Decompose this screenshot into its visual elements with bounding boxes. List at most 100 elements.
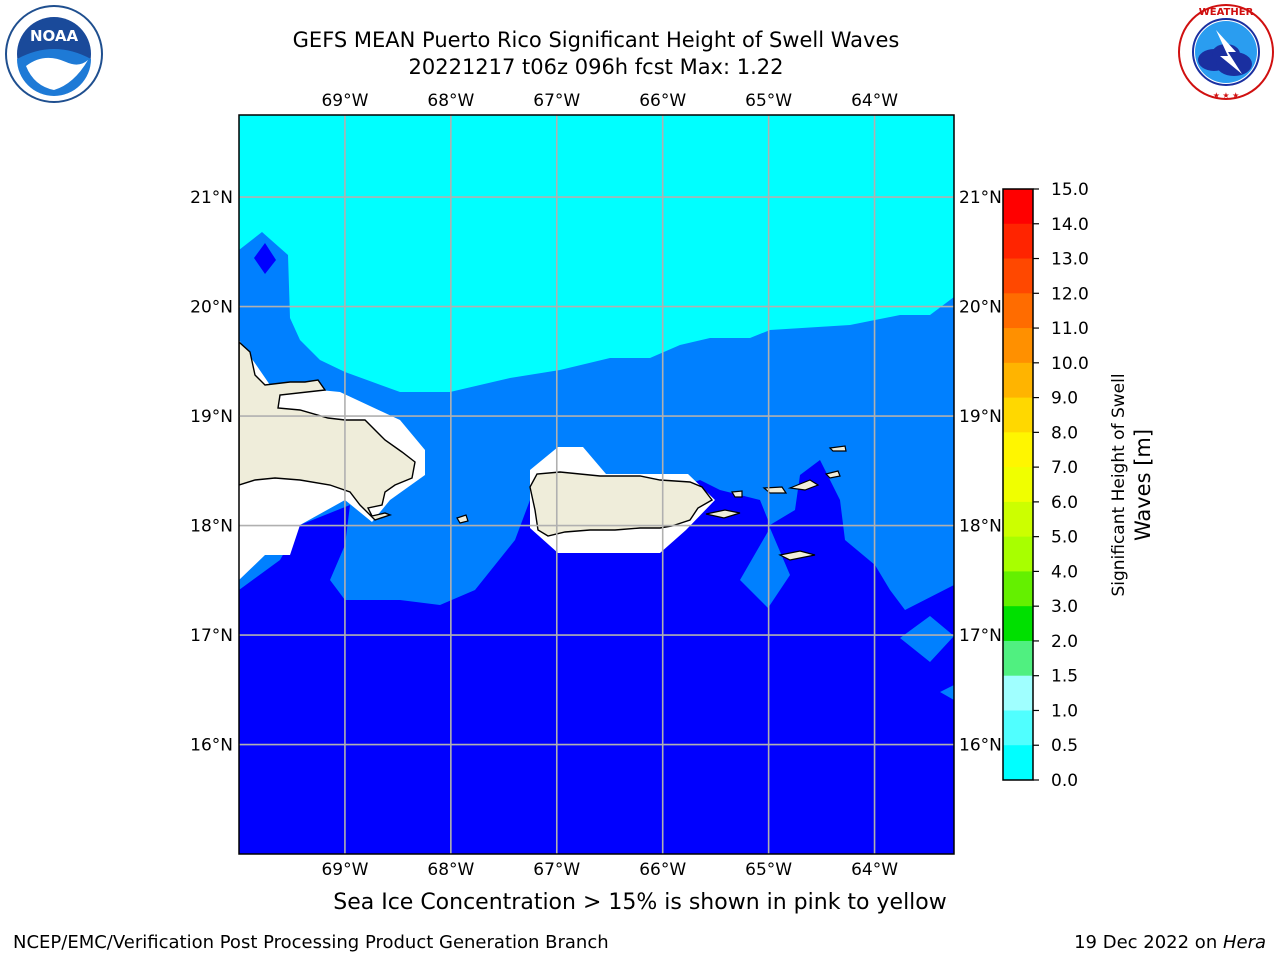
swell-zone-low-patch — [254, 243, 276, 274]
colorbar-tick-label: 13.0 — [1051, 250, 1089, 270]
colorbar-tick-label: 14.0 — [1051, 215, 1089, 235]
lat-tick-left: 21°N — [190, 188, 233, 208]
svg-text:WEATHER: WEATHER — [1199, 7, 1254, 18]
colorbar-tick-label: 3.0 — [1051, 597, 1078, 617]
colorbar-tick-label: 10.0 — [1051, 354, 1089, 374]
lon-tick-bottom: 69°W — [321, 860, 368, 880]
noaa-logo-text: NOAA — [30, 27, 79, 45]
island-vieques — [705, 509, 741, 519]
lat-tick-right: 17°N — [959, 626, 1002, 646]
colorbar-segment — [1003, 606, 1033, 642]
svg-text:★ ★ ★: ★ ★ ★ — [1213, 91, 1240, 100]
colorbar-tick-label: 1.0 — [1051, 701, 1078, 721]
footer-branch: NCEP/EMC/Verification Post Processing Pr… — [13, 932, 609, 953]
colorbar-segment — [1003, 710, 1033, 746]
island-mona — [456, 514, 469, 524]
swell-zone-high — [239, 115, 954, 392]
colorbar-segment — [1003, 397, 1033, 433]
island-st-croix — [778, 550, 816, 561]
colorbar-segment — [1003, 258, 1033, 294]
footer-date: 19 Dec 2022 on Hera — [1074, 932, 1266, 953]
colorbar-tick-label: 11.0 — [1051, 319, 1089, 339]
colorbar-segment — [1003, 467, 1033, 503]
colorbar-tick-label: 12.0 — [1051, 284, 1089, 304]
colorbar-segment — [1003, 189, 1033, 225]
lat-tick-right: 21°N — [959, 188, 1002, 208]
colorbar-tick-label: 7.0 — [1051, 458, 1078, 478]
colorbar-tick-label: 0.5 — [1051, 736, 1078, 756]
lon-tick-top: 66°W — [639, 91, 686, 111]
longitude-labels-bottom: 69°W 68°W 67°W 66°W 65°W 64°W — [321, 860, 898, 880]
lon-tick-bottom: 68°W — [427, 860, 474, 880]
lat-tick-left: 18°N — [190, 517, 233, 537]
lon-tick-top: 69°W — [321, 91, 368, 111]
swell-zone-mid-patch — [940, 685, 954, 700]
island-virgin-gorda — [824, 470, 841, 479]
noaa-logo: NOAA — [5, 5, 103, 103]
colorbar-label: Significant Height of Swell — [1109, 373, 1129, 596]
lat-tick-left: 19°N — [190, 407, 233, 427]
land-hispaniola — [239, 341, 416, 521]
colorbar-tick-label: 0.0 — [1051, 771, 1078, 791]
colorbar-segment — [1003, 362, 1033, 399]
island-culebra — [730, 490, 743, 498]
colorbar-tick-label: 5.0 — [1051, 528, 1078, 548]
map-gridlines — [239, 115, 954, 854]
lon-tick-top: 67°W — [533, 91, 580, 111]
sea-ice-caption: Sea Ice Concentration > 15% is shown in … — [333, 890, 947, 915]
colorbar-segment — [1003, 501, 1033, 538]
colorbar-segment — [1003, 571, 1033, 607]
lon-tick-top: 68°W — [427, 91, 474, 111]
colorbar-tick-label: 4.0 — [1051, 562, 1078, 582]
longitude-labels-top: 69°W 68°W 67°W 66°W 65°W 64°W — [321, 91, 898, 111]
colorbar-frame — [1002, 188, 1034, 781]
lat-tick-left: 17°N — [190, 626, 233, 646]
lat-tick-right: 18°N — [959, 517, 1002, 537]
colorbar-segment — [1003, 675, 1033, 711]
land-puerto-rico — [529, 471, 714, 537]
colorbar-tick-label: 15.0 — [1051, 180, 1089, 200]
swell-zone-mid-patch — [740, 528, 790, 608]
lat-tick-left: 20°N — [190, 298, 233, 318]
map-plot-area — [239, 115, 954, 854]
latitude-labels-right: 21°N 20°N 19°N 18°N 17°N 16°N — [959, 188, 1002, 755]
lon-tick-top: 64°W — [851, 91, 898, 111]
colorbar-segment — [1003, 640, 1033, 677]
colorbar-tick-label: 9.0 — [1051, 389, 1078, 409]
lat-tick-right: 19°N — [959, 407, 1002, 427]
lat-tick-left: 16°N — [190, 736, 233, 756]
colorbar-segment — [1003, 293, 1033, 329]
colorbar-segment — [1003, 432, 1033, 468]
lon-tick-bottom: 66°W — [639, 860, 686, 880]
island-anegada — [828, 445, 847, 452]
colorbar-tick-label: 1.5 — [1051, 667, 1078, 687]
colorbar-ticks: 15.0 14.0 13.0 12.0 11.0 10.0 9.0 8.0 7.0 6.0 5.0 4… — [1033, 180, 1089, 791]
lon-tick-bottom: 65°W — [745, 860, 792, 880]
nws-logo: WEATHER ★ ★ ★ — [1178, 4, 1274, 100]
lon-tick-bottom: 67°W — [533, 860, 580, 880]
lon-tick-top: 65°W — [745, 91, 792, 111]
swell-zone-mid-patch — [900, 616, 954, 662]
latitude-labels-left: 21°N 20°N 19°N 18°N 17°N 16°N — [190, 188, 233, 755]
colorbar-tick-label: 8.0 — [1051, 423, 1078, 443]
colorbar-segment — [1003, 536, 1033, 572]
forecast-subtitle: 20221217 t06z 096h fcst Max: 1.22 — [408, 55, 784, 79]
colorbar-label-line1: Significant Height of Swell — [1109, 373, 1129, 596]
colorbar-label-line2: Waves [m] — [1131, 429, 1155, 541]
colorbar — [1003, 189, 1033, 781]
colorbar-tick-label: 6.0 — [1051, 493, 1078, 513]
lat-tick-right: 16°N — [959, 736, 1002, 756]
island-bvi — [787, 479, 820, 491]
footer-date-text: 19 Dec 2022 on — [1074, 932, 1223, 953]
page-title: GEFS MEAN Puerto Rico Significant Height… — [292, 28, 900, 52]
colorbar-label-units: Waves [m] — [1131, 429, 1155, 541]
colorbar-segment — [1003, 223, 1033, 260]
lon-tick-bottom: 64°W — [851, 860, 898, 880]
colorbar-segment — [1003, 745, 1033, 781]
footer-host: Hera — [1222, 932, 1266, 953]
colorbar-segment — [1003, 328, 1033, 364]
map-frame — [238, 114, 955, 855]
colorbar-tick-label: 2.0 — [1051, 632, 1078, 652]
lat-tick-right: 20°N — [959, 298, 1002, 318]
